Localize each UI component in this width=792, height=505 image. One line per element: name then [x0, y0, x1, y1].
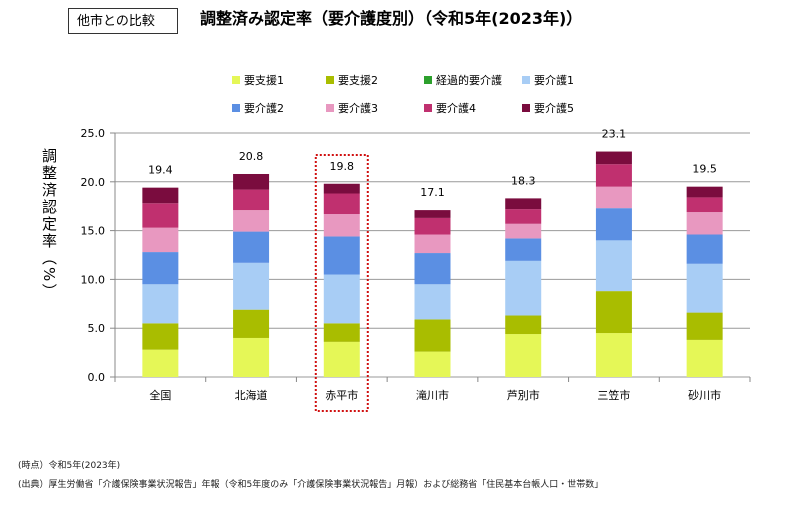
total-label: 18.3: [511, 174, 536, 187]
bar-segment-要介護1: [142, 284, 179, 324]
comparison-tag: 他市との比較: [68, 8, 178, 34]
total-label: 19.8: [330, 160, 355, 173]
bar-segment-要介護2: [505, 238, 542, 261]
legend-label: 要介護2: [244, 101, 284, 115]
bar-segment-要支援2: [686, 312, 723, 340]
bar-segment-要介護1: [505, 260, 542, 316]
y-tick-label: 10.0: [81, 273, 106, 286]
bar-segment-要介護4: [686, 197, 723, 213]
bar-segment-要介護4: [323, 193, 360, 215]
bar-segment-要介護3: [323, 214, 360, 237]
bar-segment-要介護2: [686, 234, 723, 264]
category-label: 芦別市: [507, 388, 540, 402]
bar-segment-要介護2: [414, 253, 451, 285]
total-label: 17.1: [420, 186, 445, 199]
bar-segment-要支援1: [686, 339, 723, 377]
y-tick-label: 25.0: [81, 127, 106, 140]
bar-segment-要支援1: [233, 337, 270, 377]
legend-swatch: [232, 104, 240, 112]
total-label: 19.5: [692, 163, 717, 176]
bar-segment-要支援1: [414, 351, 451, 377]
y-tick-label: 15.0: [81, 225, 106, 238]
category-label: 赤平市: [325, 388, 358, 402]
bar-segment-要支援2: [505, 315, 542, 335]
bar-segment-要介護2: [142, 252, 179, 285]
bar-segment-要支援1: [595, 333, 632, 377]
total-label: 20.8: [239, 150, 264, 163]
bar-segment-要介護5: [142, 187, 179, 204]
legend-label: 要介護5: [534, 101, 574, 115]
bar-segment-要介護3: [414, 234, 451, 254]
legend-swatch: [424, 76, 432, 84]
legend-swatch: [232, 76, 240, 84]
legend-swatch: [326, 76, 334, 84]
legend-label: 要介護1: [534, 73, 574, 87]
bar-segment-要介護4: [142, 203, 179, 228]
category-label: 滝川市: [416, 388, 449, 402]
legend-label: 要支援2: [338, 73, 378, 87]
bar-segment-要介護3: [142, 227, 179, 253]
footnote-time: (時点）令和5年(2023年): [18, 461, 121, 471]
legend-swatch: [522, 104, 530, 112]
total-label: 19.4: [148, 164, 173, 177]
footnote-source: (出典）厚生労働省「介護保険事業状況報告」年報（令和5年度のみ「介護保険事業状況…: [18, 480, 604, 490]
bar-segment-要介護1: [233, 262, 270, 310]
bar-segment-要介護1: [686, 263, 723, 313]
bar-segment-要支援1: [142, 349, 179, 377]
legend-label: 要介護3: [338, 101, 378, 115]
category-label: 全国: [149, 388, 171, 402]
legend-swatch: [326, 104, 334, 112]
legend-label: 要介護4: [436, 101, 476, 115]
total-label: 23.1: [602, 128, 627, 141]
bar-segment-要支援2: [323, 323, 360, 342]
category-label: 砂川市: [688, 388, 721, 402]
chart-title: 調整済み認定率（要介護度別）（令和5年(2023年)）: [200, 9, 583, 28]
category-label: 北海道: [235, 388, 268, 402]
bar-segment-要介護1: [323, 274, 360, 324]
bar-segment-要介護5: [323, 183, 360, 194]
bar-segment-要支援2: [142, 323, 179, 350]
bar-segment-要介護1: [414, 284, 451, 320]
bar-segment-要介護3: [233, 210, 270, 232]
bar-segment-要介護2: [595, 208, 632, 241]
category-label: 三笠市: [597, 388, 630, 402]
bar-segment-要介護3: [686, 212, 723, 235]
bar-segment-要介護4: [414, 217, 451, 235]
bar-segment-要介護4: [595, 164, 632, 187]
bar-segment-要介護5: [414, 210, 451, 218]
bar-segment-要支援2: [595, 291, 632, 334]
bar-segment-要介護5: [505, 198, 542, 210]
bar-segment-要介護5: [595, 151, 632, 165]
bar-segment-要介護2: [323, 236, 360, 275]
bar-segment-要介護2: [233, 231, 270, 263]
bar-segment-要介護3: [595, 186, 632, 209]
y-axis-label: 調整済認定率（%）: [40, 148, 58, 301]
legend-label: 経過的要介護: [436, 73, 502, 87]
bar-segment-要介護5: [233, 173, 270, 190]
bar-segment-要支援1: [323, 341, 360, 377]
legend-swatch: [424, 104, 432, 112]
bar-segment-要支援2: [414, 319, 451, 352]
bar-segment-要支援1: [505, 334, 542, 377]
bar-segment-要介護5: [686, 186, 723, 198]
legend-swatch: [522, 76, 530, 84]
bar-segment-要介護4: [505, 209, 542, 224]
bar-segment-要介護1: [595, 240, 632, 292]
y-tick-label: 20.0: [81, 176, 106, 189]
y-tick-label: 0.0: [88, 371, 106, 384]
highlight-box: [314, 154, 369, 412]
bar-segment-要介護3: [505, 223, 542, 239]
y-tick-label: 5.0: [88, 322, 106, 335]
bar-segment-要支援2: [233, 309, 270, 338]
legend-label: 要支援1: [244, 73, 284, 87]
bar-segment-要介護4: [233, 189, 270, 211]
